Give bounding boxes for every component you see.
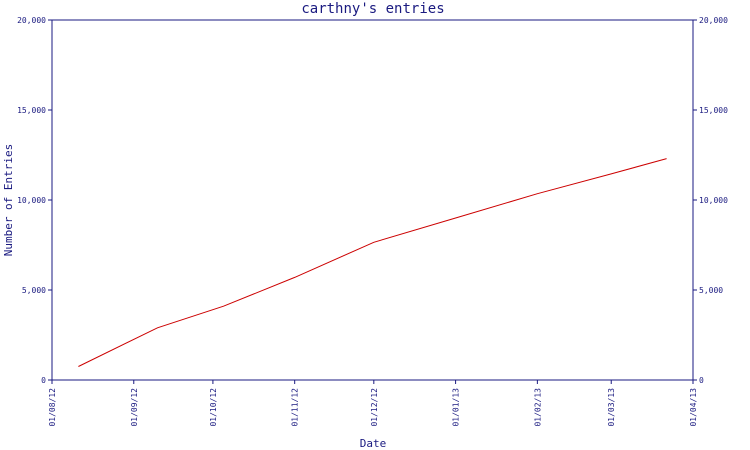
y-tick-label-left: 0 — [41, 376, 46, 385]
x-tick-label: 01/04/13 — [689, 388, 698, 427]
y-tick-label-left: 15,000 — [17, 106, 46, 115]
plot-border — [51, 19, 694, 381]
series-layer — [78, 158, 667, 367]
y-axis-left: 0 5,000 10,000 15,000 20,000 — [17, 16, 52, 385]
x-tick-label: 01/01/13 — [452, 388, 461, 427]
y-axis-right: 0 5,000 10,000 15,000 20,000 — [693, 16, 728, 385]
y-tick-label-left: 20,000 — [17, 16, 46, 25]
y-tick-label-right: 0 — [699, 376, 704, 385]
y-tick-label-right: 5,000 — [699, 286, 723, 295]
y-tick-label-right: 20,000 — [699, 16, 728, 25]
series-line — [78, 158, 667, 367]
y-tick-label-left: 5,000 — [22, 286, 46, 295]
y-axis-label: Number of Entries — [2, 144, 15, 257]
x-tick-label: 01/12/12 — [370, 388, 379, 427]
y-tick-label-left: 10,000 — [17, 196, 46, 205]
x-tick-label: 01/02/13 — [533, 388, 542, 427]
x-tick-label: 01/10/12 — [209, 388, 218, 427]
y-tick-label-right: 10,000 — [699, 196, 728, 205]
x-tick-label: 01/03/13 — [607, 388, 616, 427]
y-tick-label-right: 15,000 — [699, 106, 728, 115]
chart-title: carthny's entries — [301, 1, 444, 17]
plot-frame — [51, 19, 694, 381]
x-tick-label: 01/08/12 — [48, 388, 57, 427]
x-axis-label: Date — [360, 437, 387, 450]
x-tick-label: 01/09/12 — [130, 388, 139, 427]
x-tick-label: 01/11/12 — [291, 388, 300, 427]
x-axis: 01/08/12 01/09/12 01/10/12 01/11/12 01/12/12… — [48, 380, 698, 427]
